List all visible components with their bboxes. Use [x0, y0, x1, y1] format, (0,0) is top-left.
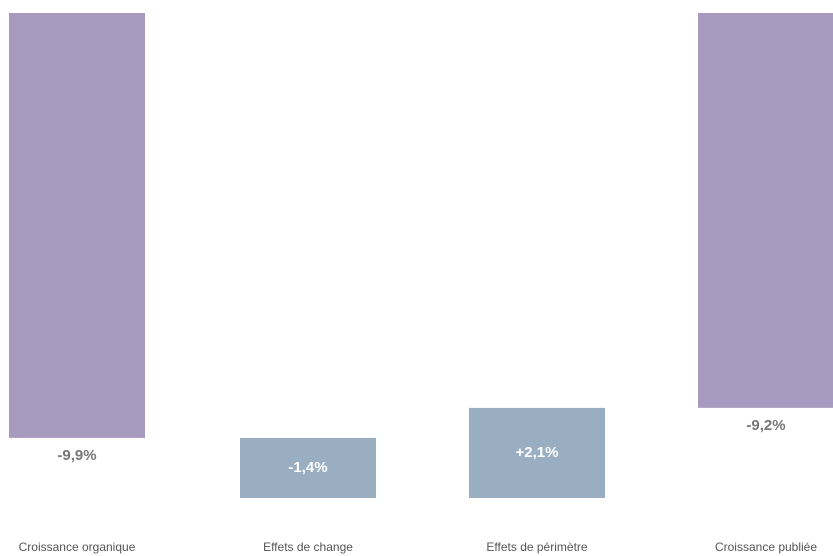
- bar: [240, 437, 376, 498]
- value-label: +2,1%: [516, 444, 559, 461]
- value-label: -9,9%: [57, 447, 96, 464]
- value-label: -1,4%: [288, 459, 327, 476]
- category-label: Effets de périmètre: [486, 540, 587, 554]
- bar: [698, 13, 833, 408]
- category-label: Effets de change: [263, 540, 353, 554]
- bar: [9, 13, 145, 438]
- value-label: -9,2%: [746, 417, 785, 434]
- category-label: Croissance organique: [19, 540, 136, 554]
- bar: [469, 407, 605, 498]
- category-label: Croissance publiée: [715, 540, 817, 554]
